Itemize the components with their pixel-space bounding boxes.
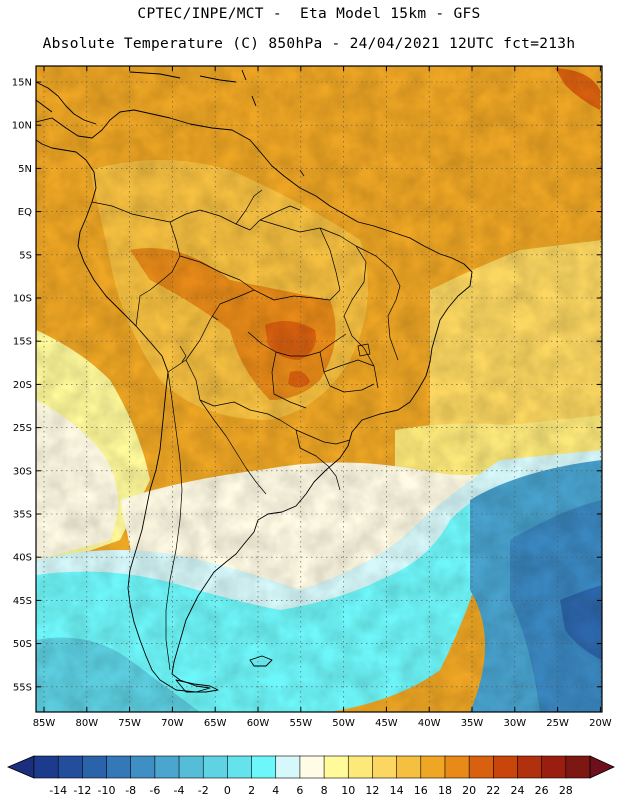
lon-label: 75W <box>118 718 141 729</box>
colorbar-bin <box>227 755 253 779</box>
colorbar-bin <box>106 755 132 779</box>
colorbar-tick-label: 26 <box>535 784 549 797</box>
colorbar-bin <box>323 755 349 779</box>
field-texture <box>36 66 602 712</box>
lat-label: 20S <box>13 380 32 391</box>
colorbar-tick-label: -14 <box>49 784 67 797</box>
colorbar-bin <box>420 755 446 779</box>
coastlines <box>36 69 473 693</box>
colorbar-tick-label: 14 <box>390 784 404 797</box>
colorbar-bin <box>396 755 422 779</box>
colorbar-bin <box>82 755 108 779</box>
lat-label: 55S <box>13 682 32 693</box>
colorbar-tick-label: 18 <box>438 784 452 797</box>
lon-label: 25W <box>546 718 569 729</box>
colorbar-bin <box>299 755 325 779</box>
lat-label: 50S <box>13 639 32 650</box>
lon-label: 70W <box>161 718 184 729</box>
colorbar-bin <box>130 755 156 779</box>
country-borders <box>91 169 401 671</box>
colorbar-tick-label: 22 <box>486 784 500 797</box>
colorbar-tick-label: 2 <box>248 784 255 797</box>
lat-label: 30S <box>13 466 32 477</box>
colorbar-tick-label: 6 <box>296 784 303 797</box>
lon-label: 55W <box>289 718 312 729</box>
title-line-1: CPTEC/INPE/MCT - Eta Model 15km - GFS <box>137 6 481 22</box>
colorbar-bin <box>493 755 519 779</box>
lat-label: 25S <box>13 423 32 434</box>
central-america-coast <box>36 81 97 125</box>
latitude-labels: 15N 10N 5N EQ 5S 10S 15S 20S 25S 30S 35S 40S 45S 50S 5… <box>12 78 32 694</box>
colorbar-tick-label: 0 <box>224 784 231 797</box>
lon-label: 40W <box>418 718 441 729</box>
colorbar-under-arrow <box>6 755 35 779</box>
longitude-labels: 85W 80W 75W 70W 65W 60W 55W 50W 45W 40W 35W 30W 25W 2… <box>33 718 612 729</box>
colorbar-tick-label: 20 <box>462 784 476 797</box>
colorbar-over-arrow <box>589 755 615 779</box>
colorbar-labels: -14 -12 -10 -8 -6 -4 -2 0 2 4 6 8 10 12 14 16 18 20 22 24 26… <box>49 784 573 797</box>
tierra-del-fuego <box>175 679 219 693</box>
colorbar-tick-label: 10 <box>341 784 355 797</box>
lat-label: EQ <box>18 207 32 218</box>
colorbar-tick-label: 12 <box>365 784 379 797</box>
colorbar-bin <box>468 755 495 779</box>
lat-label: 15S <box>13 337 32 348</box>
colorbar-tick-label: -10 <box>98 784 116 797</box>
colorbar-tick-label: 8 <box>321 784 328 797</box>
lat-label: 10S <box>13 294 32 305</box>
lon-label: 60W <box>247 718 270 729</box>
lat-label: 10N <box>12 121 32 132</box>
lon-label: 45W <box>375 718 398 729</box>
axis-ticks <box>36 66 602 712</box>
lon-label: 80W <box>75 718 98 729</box>
colorbar-bin <box>275 755 301 779</box>
border-lines <box>91 189 401 671</box>
colorbar-bin <box>178 755 204 779</box>
colorbar-bin <box>517 755 543 779</box>
colorbar-tick-label: -6 <box>149 784 160 797</box>
colorbar-bin <box>565 755 591 779</box>
plot-frame <box>35 65 603 713</box>
lat-label: 45S <box>13 596 32 607</box>
colorbar-bin <box>154 755 180 779</box>
colorbar-bin <box>541 755 567 779</box>
colorbar-tick-label: 4 <box>272 784 279 797</box>
lat-label: 35S <box>13 510 32 521</box>
colorbar-tick-label: 24 <box>510 784 524 797</box>
lon-label: 50W <box>332 718 355 729</box>
colorbar-tick-label: -4 <box>174 784 185 797</box>
lat-label: 5S <box>19 250 32 261</box>
colorbar-tick-label: 16 <box>414 784 428 797</box>
lon-label: 20W <box>589 718 612 729</box>
lat-label: 40S <box>13 553 32 564</box>
colorbar <box>6 755 615 779</box>
colorbar-tick-label: -12 <box>73 784 91 797</box>
colorbar-bin <box>57 755 84 779</box>
lat-label: 5N <box>18 164 32 175</box>
south-america-coast <box>36 109 473 693</box>
lon-label: 65W <box>204 718 227 729</box>
falklands <box>249 655 273 667</box>
colorbar-tick-label: 28 <box>559 784 573 797</box>
lon-label: 85W <box>33 718 56 729</box>
lon-label: 30W <box>503 718 526 729</box>
border-small-patches <box>179 169 371 363</box>
lat-label: 15N <box>12 78 32 89</box>
lon-label: 35W <box>461 718 484 729</box>
colorbar-bin <box>444 755 470 779</box>
colorbar-tick-label: -2 <box>198 784 209 797</box>
colorbar-bin <box>202 755 229 779</box>
caribbean-islands <box>129 69 257 107</box>
title-line-2: Absolute Temperature (C) 850hPa - 24/04/… <box>42 36 576 52</box>
temperature-field <box>36 66 602 712</box>
colorbar-bin <box>33 755 59 779</box>
colorbar-bin <box>372 755 398 779</box>
colorbar-bin <box>347 755 374 779</box>
colorbar-tick-label: -8 <box>125 784 136 797</box>
colorbar-bin <box>251 755 277 779</box>
